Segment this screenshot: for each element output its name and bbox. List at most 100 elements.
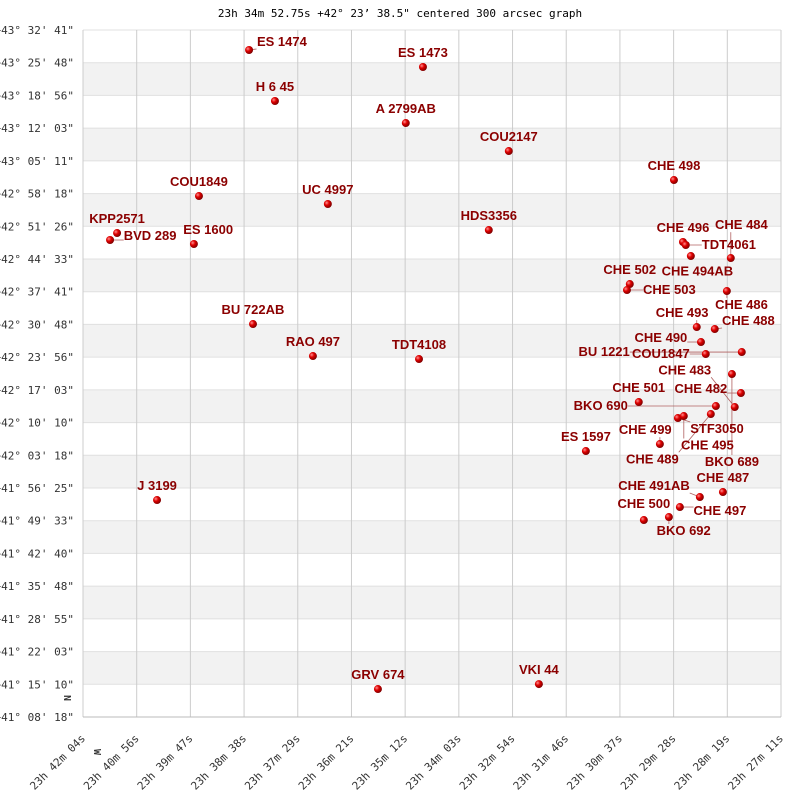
star-point[interactable] bbox=[695, 493, 704, 502]
star-point[interactable] bbox=[634, 398, 643, 407]
star-point[interactable] bbox=[664, 513, 673, 522]
star-marker[interactable]: CHE 489 bbox=[626, 410, 715, 466]
star-marker[interactable]: CHE 482 bbox=[674, 381, 745, 398]
star-point[interactable] bbox=[106, 236, 115, 245]
star-label: CHE 488 bbox=[722, 313, 775, 328]
star-marker[interactable]: UC 4997 bbox=[302, 182, 353, 209]
x-tick-label: 23h 29m 28s bbox=[618, 732, 679, 793]
star-point[interactable] bbox=[655, 440, 664, 449]
star-marker[interactable]: CHE 494AB bbox=[662, 252, 734, 278]
star-marker[interactable]: COU2147 bbox=[480, 129, 538, 156]
star-point[interactable] bbox=[245, 45, 254, 54]
star-point[interactable] bbox=[415, 355, 424, 364]
star-label: CHE 494AB bbox=[662, 263, 734, 278]
star-point[interactable] bbox=[692, 323, 701, 332]
star-marker[interactable]: CHE 502 bbox=[603, 262, 656, 289]
star-point[interactable] bbox=[726, 254, 735, 263]
star-point[interactable] bbox=[504, 147, 513, 156]
star-marker[interactable]: BU 722AB bbox=[222, 302, 285, 329]
star-marker[interactable]: CHE 500 bbox=[617, 496, 670, 525]
y-tick-label: +41° 15' 10" bbox=[0, 678, 74, 691]
y-tick-label: +41° 35' 48" bbox=[0, 580, 74, 593]
star-point[interactable] bbox=[189, 240, 198, 249]
star-point[interactable] bbox=[534, 680, 543, 689]
star-point[interactable] bbox=[718, 488, 727, 497]
star-marker[interactable]: CHE 497 bbox=[675, 503, 746, 518]
y-tick-label: +42° 37' 41" bbox=[0, 286, 74, 299]
star-marker[interactable]: CHE 488 bbox=[710, 313, 775, 334]
star-marker[interactable]: COU1847 bbox=[632, 346, 710, 361]
star-point[interactable] bbox=[711, 402, 720, 411]
star-label: COU2147 bbox=[480, 129, 538, 144]
star-marker[interactable]: CHE 498 bbox=[648, 158, 701, 185]
star-point[interactable] bbox=[701, 350, 710, 359]
star-point[interactable] bbox=[248, 320, 257, 329]
y-tick-label: +43° 25' 48" bbox=[0, 57, 74, 70]
star-marker[interactable]: CHE 503 bbox=[622, 282, 696, 297]
star-point[interactable] bbox=[675, 503, 684, 512]
star-point[interactable] bbox=[484, 226, 493, 235]
star-point[interactable] bbox=[737, 348, 746, 357]
star-marker[interactable]: KPP2571 bbox=[89, 211, 145, 238]
star-marker[interactable]: BVD 289 bbox=[106, 228, 176, 245]
star-point[interactable] bbox=[727, 370, 736, 379]
y-tick-label: +43° 18' 56" bbox=[0, 89, 74, 102]
star-marker[interactable]: TDT4061 bbox=[681, 237, 756, 252]
star-point[interactable] bbox=[736, 389, 745, 398]
star-marker[interactable]: CHE 484 bbox=[715, 217, 769, 263]
star-point[interactable] bbox=[625, 280, 634, 289]
star-marker[interactable]: CHE 499 bbox=[619, 422, 672, 449]
star-marker[interactable]: BKO 692 bbox=[657, 513, 711, 538]
star-point[interactable] bbox=[153, 496, 162, 505]
star-marker[interactable]: GRV 674 bbox=[351, 667, 405, 694]
star-marker[interactable]: BU 1221 bbox=[578, 344, 746, 359]
star-point[interactable] bbox=[710, 325, 719, 334]
star-point[interactable] bbox=[706, 410, 715, 419]
star-label: COU1847 bbox=[632, 346, 690, 361]
star-point[interactable] bbox=[696, 338, 705, 347]
star-point[interactable] bbox=[639, 516, 648, 525]
star-marker[interactable]: ES 1600 bbox=[183, 222, 233, 249]
star-marker[interactable]: TDT4108 bbox=[392, 337, 446, 364]
star-point[interactable] bbox=[679, 412, 688, 421]
star-marker[interactable]: A 2799AB bbox=[376, 101, 436, 128]
star-point[interactable] bbox=[194, 192, 203, 201]
star-point[interactable] bbox=[418, 63, 427, 72]
star-point[interactable] bbox=[622, 286, 631, 295]
star-marker[interactable]: VKI 44 bbox=[519, 662, 560, 689]
star-marker[interactable]: CHE 483 bbox=[658, 362, 739, 412]
star-point[interactable] bbox=[323, 200, 332, 209]
star-marker[interactable]: CHE 493 bbox=[656, 305, 709, 332]
star-label: BKO 692 bbox=[657, 523, 711, 538]
star-point[interactable] bbox=[113, 229, 122, 238]
star-point[interactable] bbox=[686, 252, 695, 261]
star-point[interactable] bbox=[270, 97, 279, 106]
star-marker[interactable]: BKO 690 bbox=[574, 398, 720, 413]
star-marker[interactable]: CHE 487 bbox=[697, 470, 750, 497]
star-marker[interactable]: CHE 486 bbox=[715, 287, 768, 312]
star-marker[interactable]: CHE 501 bbox=[612, 380, 665, 407]
star-marker[interactable]: CHE 490 bbox=[635, 330, 705, 347]
west-marker: W bbox=[91, 749, 102, 756]
star-marker[interactable]: CHE 495 bbox=[679, 412, 734, 452]
star-point[interactable] bbox=[401, 119, 410, 128]
star-point[interactable] bbox=[308, 352, 317, 361]
star-marker[interactable]: COU1849 bbox=[170, 174, 228, 201]
star-marker[interactable]: BKO 689 bbox=[705, 370, 759, 469]
star-point[interactable] bbox=[581, 447, 590, 456]
grid-band bbox=[83, 520, 781, 554]
star-marker[interactable]: ES 1473 bbox=[398, 45, 448, 72]
star-marker[interactable]: CHE 491AB bbox=[618, 478, 704, 502]
star-marker[interactable]: RAO 497 bbox=[286, 334, 340, 361]
star-marker[interactable]: ES 1597 bbox=[561, 429, 611, 456]
star-point[interactable] bbox=[730, 403, 739, 412]
star-point[interactable] bbox=[669, 176, 678, 185]
star-point[interactable] bbox=[722, 287, 731, 296]
star-point[interactable] bbox=[373, 685, 382, 694]
star-marker[interactable]: ES 1474 bbox=[245, 34, 308, 54]
star-marker[interactable]: HDS3356 bbox=[461, 208, 517, 235]
star-marker[interactable]: H 6 45 bbox=[256, 79, 294, 106]
star-marker[interactable]: J 3199 bbox=[137, 478, 177, 505]
star-point[interactable] bbox=[681, 241, 690, 250]
